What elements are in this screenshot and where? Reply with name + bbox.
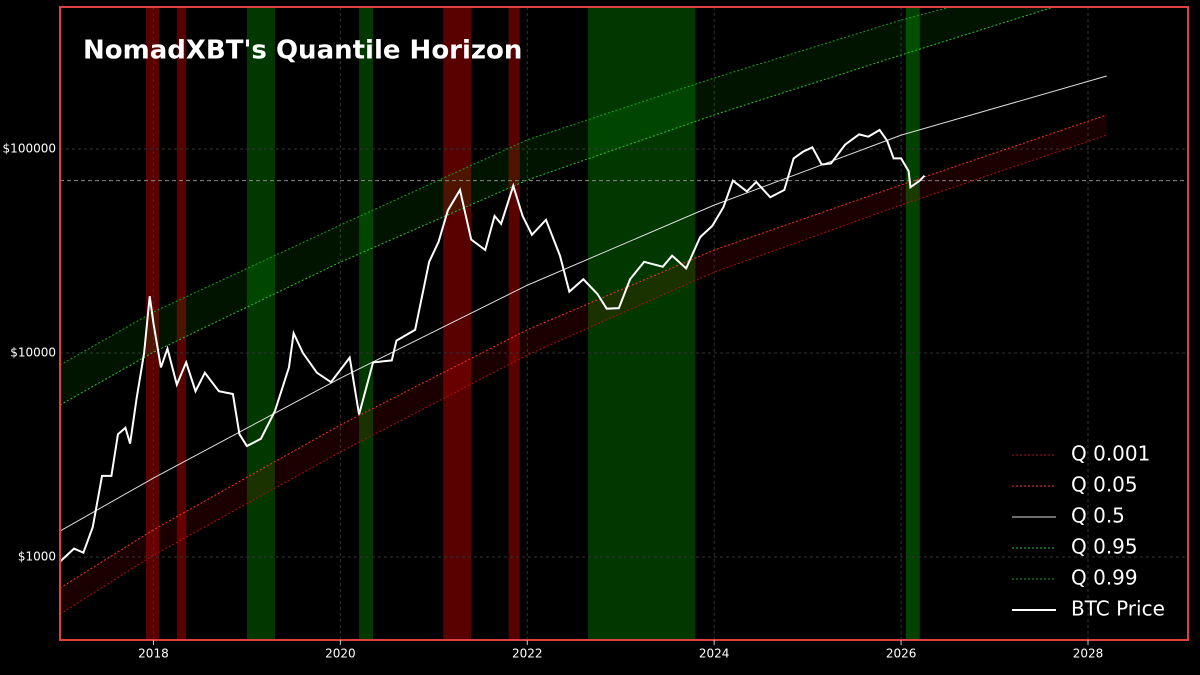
signal-band	[246, 7, 275, 640]
series-line	[60, 75, 1107, 532]
series-line	[60, 128, 926, 563]
x-tick-label: 2018	[138, 647, 169, 661]
signal-band	[176, 7, 187, 640]
plot-area	[60, 7, 1188, 640]
x-tick-label: 2028	[1073, 647, 1104, 661]
legend-label: Q 0.95	[1071, 535, 1138, 559]
y-tick-label: $10000	[10, 346, 56, 360]
y-tick-label: $1000	[18, 550, 56, 564]
y-tick-label: $100000	[3, 142, 56, 156]
x-tick-label: 2026	[886, 647, 917, 661]
signal-band	[508, 7, 520, 640]
series-line	[60, 134, 1107, 615]
legend-label: Q 0.001	[1071, 442, 1150, 466]
signal-band	[443, 7, 472, 640]
signal-band	[588, 7, 696, 640]
plot-border	[59, 6, 1189, 641]
x-tick-label: 2024	[699, 647, 730, 661]
series-line	[60, 7, 1056, 406]
x-tick-label: 2020	[325, 647, 356, 661]
chart-title: NomadXBT's Quantile Horizon	[83, 36, 522, 66]
legend-label: Q 0.05	[1071, 473, 1138, 497]
quantile-band-fill	[60, 114, 1107, 615]
legend-label: Q 0.99	[1071, 566, 1138, 590]
legend-label: Q 0.5	[1071, 504, 1125, 528]
signal-band	[905, 7, 920, 640]
signal-band	[359, 7, 374, 640]
legend-label: BTC Price	[1071, 597, 1165, 621]
x-tick-label: 2022	[512, 647, 543, 661]
